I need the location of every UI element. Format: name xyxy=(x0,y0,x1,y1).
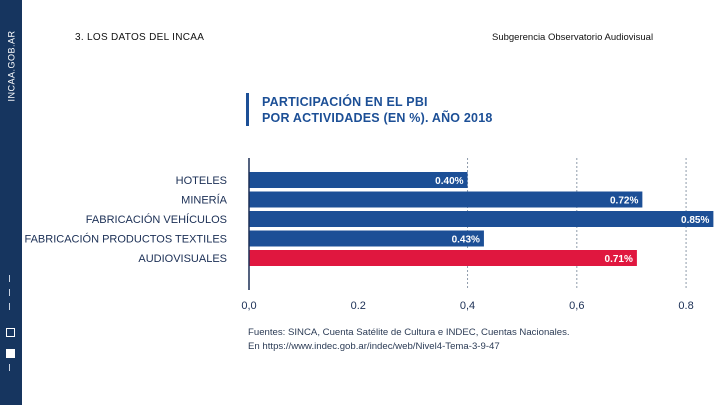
x-tick-label: 0,0 xyxy=(241,300,256,312)
side-tick xyxy=(9,289,10,296)
sidebar: INCAA.GOB.AR xyxy=(0,0,22,405)
x-tick-label: 0.8 xyxy=(678,300,693,312)
bar xyxy=(249,191,643,208)
value-label: 0.43% xyxy=(452,235,480,246)
x-tick-label: 0,6 xyxy=(569,300,584,312)
side-tick xyxy=(9,275,10,282)
value-label: 0.71% xyxy=(605,254,633,265)
nav-square-icon[interactable] xyxy=(6,328,15,337)
chart-title-line-1: PARTICIPACIÓN EN EL PBI xyxy=(262,95,428,109)
x-tick-label: 0,4 xyxy=(460,300,475,312)
value-label: 0.85% xyxy=(681,215,709,226)
category-label: FABRICACIÓN PRODUCTOS TEXTILES xyxy=(24,233,227,246)
sources-line-2: En https://www.indec.gob.ar/indec/web/Ni… xyxy=(248,341,500,352)
category-label: MINERÍA xyxy=(181,194,228,207)
chart-title-accent xyxy=(246,93,249,126)
sources-line-1: Fuentes: SINCA, Cuenta Satélite de Cultu… xyxy=(248,327,570,338)
bar xyxy=(249,172,468,188)
bar xyxy=(249,250,637,266)
category-label: HOTELES xyxy=(176,175,227,187)
x-tick-label: 0.2 xyxy=(351,300,366,312)
category-label: FABRICACIÓN VEHÍCULOS xyxy=(86,213,227,226)
bar xyxy=(249,230,484,247)
section-title: 3. LOS DATOS DEL INCAA xyxy=(75,32,205,43)
sources-note: Fuentes: SINCA, Cuenta Satélite de Cultu… xyxy=(248,326,570,354)
value-label: 0.40% xyxy=(435,176,463,187)
nav-square-icon[interactable] xyxy=(6,349,15,358)
value-label: 0.72% xyxy=(610,196,638,207)
side-tick xyxy=(9,364,10,371)
category-label: AUDIOVISUALES xyxy=(138,253,227,265)
chart-title-line-2: POR ACTIVIDADES (EN %). AÑO 2018 xyxy=(262,111,493,125)
side-tick xyxy=(9,303,10,310)
chart-title: PARTICIPACIÓN EN EL PBI POR ACTIVIDADES … xyxy=(262,94,562,126)
bar xyxy=(249,211,714,227)
header-department: Subgerencia Observatorio Audiovisual xyxy=(492,32,654,43)
